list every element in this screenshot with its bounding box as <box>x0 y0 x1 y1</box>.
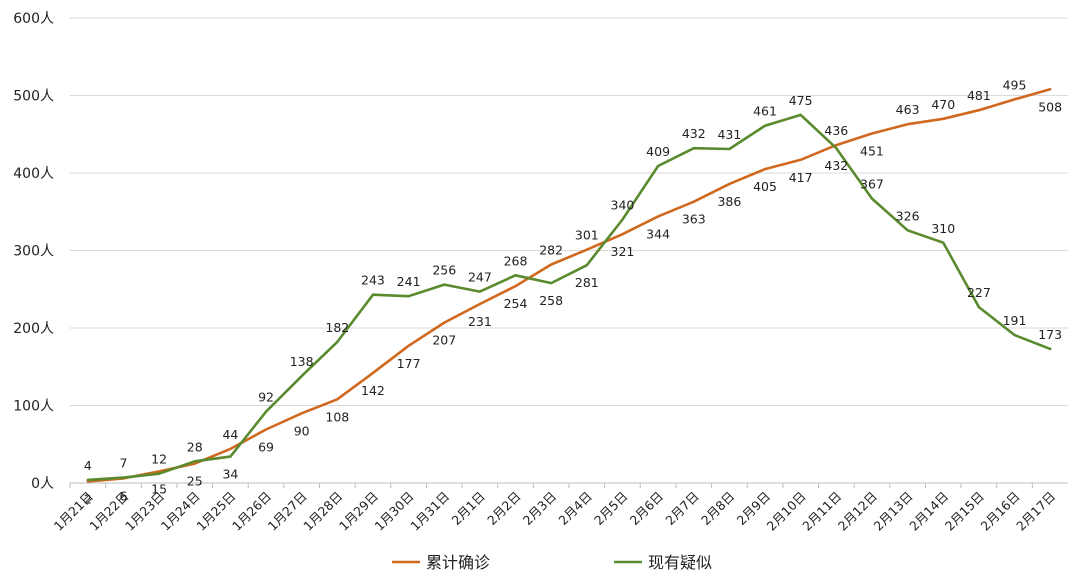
data-label: 138 <box>290 354 314 369</box>
data-label: 69 <box>258 440 274 455</box>
data-label: 2 <box>84 491 92 506</box>
data-label: 268 <box>504 253 528 268</box>
x-tick-label: 2月3日 <box>520 489 560 529</box>
data-label: 436 <box>824 123 848 138</box>
data-label: 481 <box>967 88 991 103</box>
data-label: 340 <box>611 198 635 213</box>
data-label: 173 <box>1038 327 1062 342</box>
data-label: 463 <box>896 102 920 117</box>
data-label: 4 <box>84 458 92 473</box>
data-label: 7 <box>119 456 127 471</box>
x-tick-label: 2月1日 <box>448 489 488 529</box>
x-tick-label: 2月2日 <box>484 489 524 529</box>
legend-label: 累计确诊 <box>426 553 490 572</box>
data-label: 90 <box>294 423 310 438</box>
series-lines <box>86 88 1052 483</box>
data-label: 28 <box>187 439 203 454</box>
data-label: 241 <box>397 274 421 289</box>
x-tick-label: 2月4日 <box>555 489 595 529</box>
data-label: 363 <box>682 212 706 227</box>
data-label: 191 <box>1003 313 1027 328</box>
data-label: 231 <box>468 314 492 329</box>
data-label: 142 <box>361 383 385 398</box>
data-label: 386 <box>717 194 741 209</box>
legend-label: 现有疑似 <box>648 553 712 572</box>
data-label: 409 <box>646 144 670 159</box>
x-tick-label: 2月7日 <box>662 489 702 529</box>
data-label: 207 <box>432 333 456 348</box>
data-label: 25 <box>187 474 203 489</box>
data-label: 432 <box>824 158 848 173</box>
x-tick-label: 2月17日 <box>1013 489 1058 534</box>
data-label: 508 <box>1038 99 1062 114</box>
x-tick-label: 1月31日 <box>407 489 452 534</box>
data-label: 12 <box>151 452 167 467</box>
data-label: 182 <box>325 320 349 335</box>
data-label: 451 <box>860 143 884 158</box>
x-tick-label: 2月6日 <box>627 489 667 529</box>
data-label: 243 <box>361 273 385 288</box>
legend: 累计确诊 现有疑似 <box>392 553 712 572</box>
data-label: 344 <box>646 226 670 241</box>
x-tick-label: 2月5日 <box>591 489 631 529</box>
data-label: 256 <box>432 263 456 278</box>
data-label: 92 <box>258 390 274 405</box>
data-label: 326 <box>896 208 920 223</box>
data-label: 227 <box>967 285 991 300</box>
data-label: 431 <box>717 127 741 142</box>
data-label: 108 <box>325 409 349 424</box>
data-label: 254 <box>504 296 528 311</box>
data-label: 258 <box>539 293 563 308</box>
data-label: 417 <box>789 170 813 185</box>
data-label: 495 <box>1003 77 1027 92</box>
data-label: 34 <box>222 467 238 482</box>
series-line-1 <box>86 88 1052 483</box>
series-line-2 <box>86 113 1052 482</box>
x-axis: 1月21日1月22日1月23日1月24日1月25日1月26日1月27日1月28日… <box>51 483 1058 534</box>
x-tick-label: 2月8日 <box>698 489 738 529</box>
grid-lines <box>70 17 1068 484</box>
y-tick-label: 400人 <box>13 166 54 182</box>
y-tick-label: 100人 <box>13 399 54 415</box>
data-label: 247 <box>468 270 492 285</box>
y-tick-label: 500人 <box>13 89 54 105</box>
y-tick-label: 200人 <box>13 321 54 337</box>
data-label: 44 <box>222 427 238 442</box>
y-tick-label: 300人 <box>13 244 54 260</box>
data-label: 177 <box>397 356 421 371</box>
data-label: 281 <box>575 275 599 290</box>
data-label: 470 <box>931 97 955 112</box>
y-tick-label: 600人 <box>13 11 54 27</box>
y-axis: 0人 100人 200人 300人 400人 500人 600人 <box>13 11 54 492</box>
data-label: 475 <box>789 93 813 108</box>
data-label: 321 <box>611 244 635 259</box>
data-label: 15 <box>151 481 167 496</box>
data-labels: 2 6 15 25 44 69 90 108 142 177 207 231 254 282 301 321 3… <box>84 77 1062 506</box>
data-label: 301 <box>575 228 599 243</box>
data-label: 282 <box>539 242 563 257</box>
data-label: 432 <box>682 126 706 141</box>
y-tick-label: 0人 <box>31 476 54 492</box>
data-label: 461 <box>753 104 777 119</box>
data-label: 405 <box>753 179 777 194</box>
data-label: 367 <box>860 177 884 192</box>
data-label: 310 <box>931 221 955 236</box>
data-label: 6 <box>119 488 127 503</box>
